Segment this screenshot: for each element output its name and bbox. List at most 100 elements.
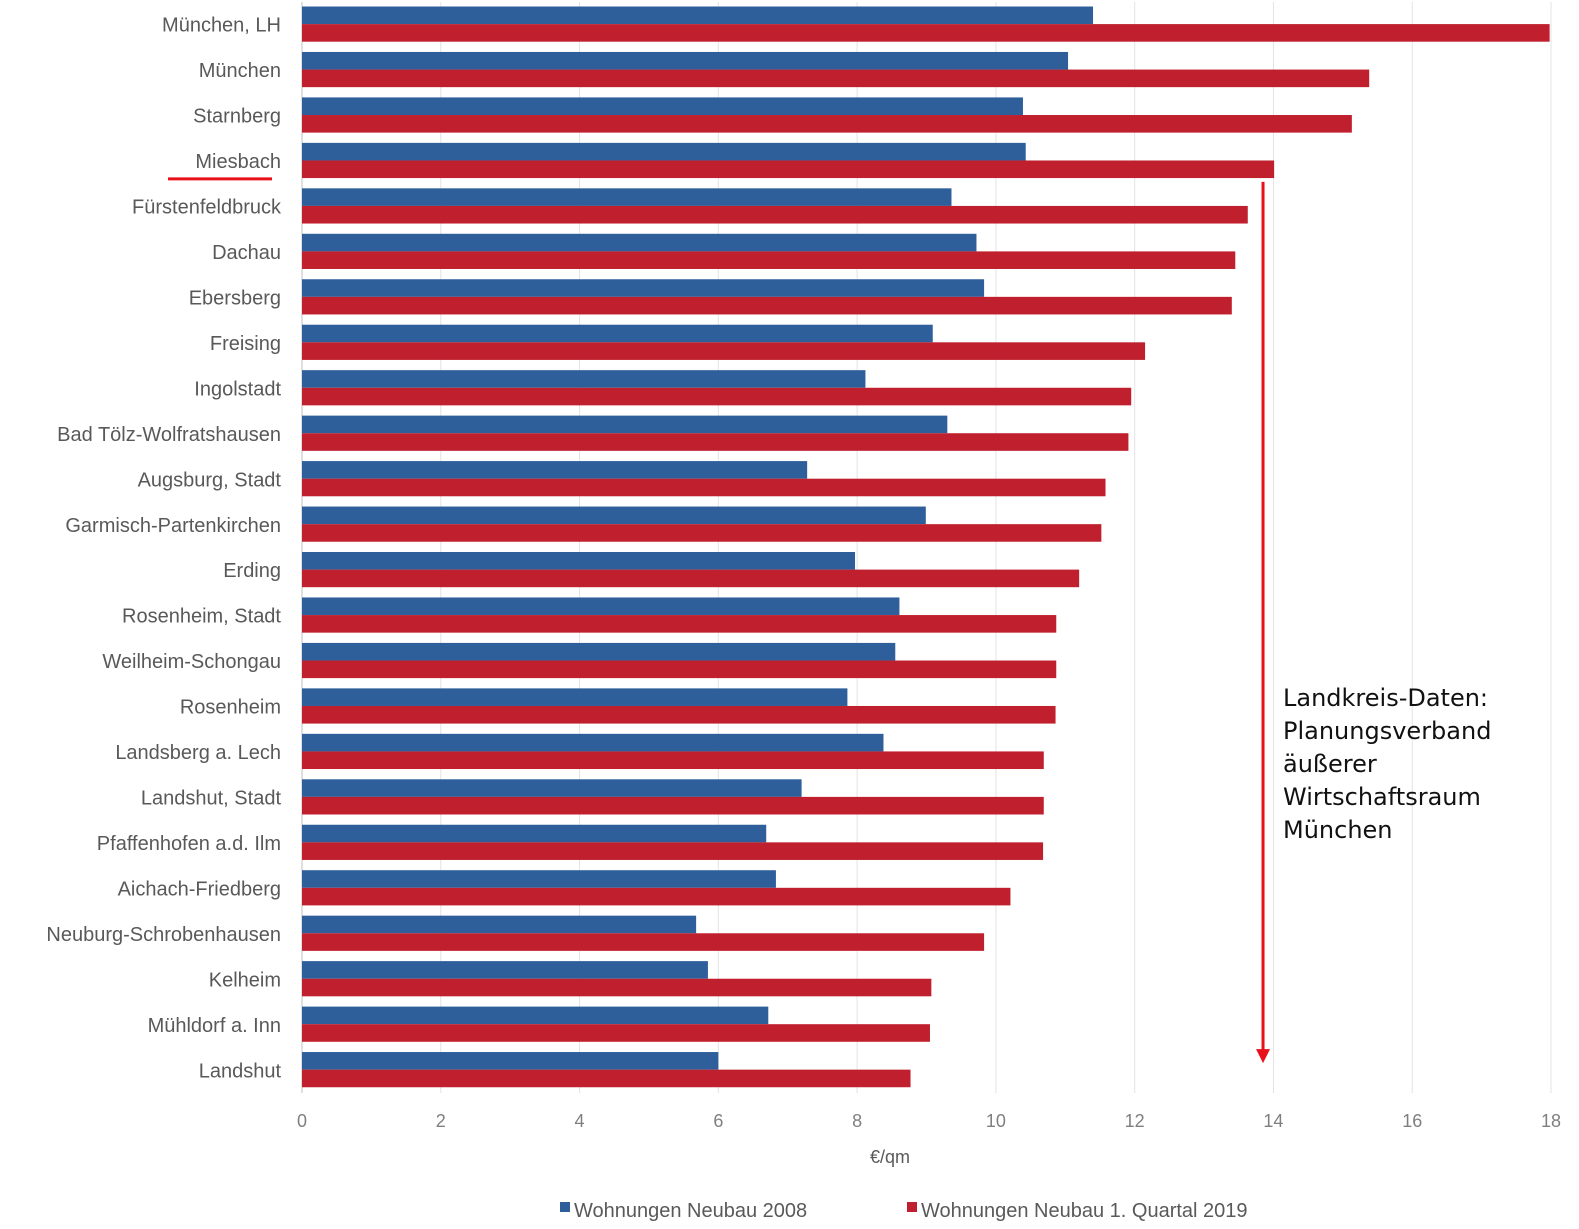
bar-2008 bbox=[302, 97, 1023, 116]
bar-2008 bbox=[302, 6, 1094, 25]
category-label: Erding bbox=[223, 560, 281, 582]
bar-2008 bbox=[302, 870, 776, 888]
bar-2019 bbox=[302, 160, 1275, 179]
bar-2008 bbox=[302, 597, 900, 616]
bar-2019 bbox=[302, 569, 1080, 588]
bar-2008 bbox=[302, 415, 948, 434]
bar-2019 bbox=[302, 524, 1102, 542]
bar-2019 bbox=[302, 24, 1550, 42]
bar-2008 bbox=[302, 188, 952, 206]
bar-2008 bbox=[302, 733, 884, 752]
annotation-line: München bbox=[1283, 816, 1393, 844]
bar-2019 bbox=[302, 205, 1248, 224]
bar-2019 bbox=[302, 1024, 930, 1042]
x-tick-label: 10 bbox=[986, 1111, 1006, 1131]
category-label: Dachau bbox=[212, 242, 281, 264]
category-label: Aichach-Friedberg bbox=[118, 878, 281, 900]
bar-2008 bbox=[302, 552, 856, 570]
x-tick-label: 2 bbox=[436, 1111, 446, 1131]
legend-label-2019: Wohnungen Neubau 1. Quartal 2019 bbox=[921, 1200, 1248, 1222]
category-label: Ingolstadt bbox=[194, 378, 281, 400]
annotation-line: Landkreis-Daten: bbox=[1283, 684, 1489, 712]
category-label: Garmisch-Partenkirchen bbox=[65, 515, 281, 537]
category-label: Bad Tölz-Wolfratshausen bbox=[57, 424, 281, 446]
bar-2019 bbox=[302, 342, 1146, 360]
bar-2008 bbox=[302, 324, 933, 343]
category-label: Starnberg bbox=[193, 106, 281, 128]
bar-2019 bbox=[302, 69, 1370, 88]
bar-2008 bbox=[302, 779, 802, 797]
category-label: Pfaffenhofen a.d. Ilm bbox=[97, 833, 281, 855]
category-label: Mühldorf a. Inn bbox=[148, 1015, 281, 1037]
bar-2019 bbox=[302, 115, 1352, 133]
x-tick-label: 14 bbox=[1263, 1111, 1283, 1131]
bar-2019 bbox=[302, 705, 1056, 724]
bar-2019 bbox=[302, 796, 1044, 815]
category-label: Ebersberg bbox=[189, 287, 281, 309]
legend-label-2008: Wohnungen Neubau 2008 bbox=[574, 1200, 807, 1222]
bar-2008 bbox=[302, 824, 767, 843]
x-tick-label: 6 bbox=[713, 1111, 723, 1131]
x-axis-title: €/qm bbox=[870, 1147, 910, 1167]
bar-2019 bbox=[302, 615, 1057, 633]
bar-2008 bbox=[302, 506, 926, 525]
bar-2019 bbox=[302, 1069, 911, 1088]
bar-2008 bbox=[302, 688, 848, 706]
x-tick-label: 8 bbox=[852, 1111, 862, 1131]
category-labels: München, LH München Starnberg Miesbach Fürst… bbox=[46, 15, 282, 1083]
category-label: Fürstenfeldbruck bbox=[132, 197, 282, 219]
bar-2008 bbox=[302, 461, 808, 479]
category-label: Kelheim bbox=[209, 969, 281, 991]
category-label: Rosenheim bbox=[180, 697, 281, 719]
x-tick-label: 0 bbox=[297, 1111, 307, 1131]
bar-2019 bbox=[302, 751, 1044, 770]
bar-2019 bbox=[302, 842, 1044, 860]
bar-2008 bbox=[302, 279, 985, 297]
bar-2019 bbox=[302, 387, 1132, 406]
bar-2019 bbox=[302, 660, 1057, 679]
annotation-line: Wirtschaftsraum bbox=[1283, 783, 1481, 811]
bar-2008 bbox=[302, 142, 1026, 161]
bar-2008 bbox=[302, 370, 866, 388]
bar-2008 bbox=[302, 642, 896, 661]
legend: Wohnungen Neubau 2008 Wohnungen Neubau 1… bbox=[560, 1200, 1248, 1222]
category-label: Landshut bbox=[199, 1060, 282, 1082]
x-tick-label: 16 bbox=[1402, 1111, 1422, 1131]
legend-swatch-2008 bbox=[560, 1202, 570, 1212]
bar-2008 bbox=[302, 1052, 719, 1070]
bar-2019 bbox=[302, 296, 1232, 315]
x-tick-label: 4 bbox=[575, 1111, 585, 1131]
bar-2019 bbox=[302, 478, 1106, 497]
category-label: Weilheim-Schongau bbox=[102, 651, 281, 673]
annotation-line: Planungsverband bbox=[1283, 717, 1492, 745]
category-label: Miesbach bbox=[195, 151, 281, 173]
category-label: München, LH bbox=[162, 15, 281, 37]
bar-2008 bbox=[302, 1006, 769, 1025]
category-label: Freising bbox=[210, 333, 281, 355]
bar-2008 bbox=[302, 915, 697, 934]
category-label: München bbox=[199, 60, 281, 82]
x-tick-label: 18 bbox=[1541, 1111, 1561, 1131]
bar-2008 bbox=[302, 51, 1069, 70]
bar-2008 bbox=[302, 233, 977, 252]
annotation-marks bbox=[168, 177, 1271, 1064]
bar-2019 bbox=[302, 933, 985, 951]
annotation-line: äußerer bbox=[1283, 750, 1377, 778]
x-tick-labels: 0 2 4 6 8 10 12 14 16 18 bbox=[297, 1111, 1561, 1131]
bar-2019 bbox=[302, 251, 1236, 269]
annotation-text: Landkreis-Daten: Planungsverband äußerer… bbox=[1283, 682, 1563, 847]
category-label: Landsberg a. Lech bbox=[115, 742, 281, 764]
category-label: Landshut, Stadt bbox=[141, 788, 282, 810]
legend-swatch-2019 bbox=[907, 1202, 917, 1212]
category-label: Augsburg, Stadt bbox=[138, 469, 282, 491]
bar-2019 bbox=[302, 978, 932, 997]
bar-2019 bbox=[302, 433, 1129, 451]
bars bbox=[302, 6, 1550, 1088]
x-tick-label: 12 bbox=[1125, 1111, 1145, 1131]
category-label: Neuburg-Schrobenhausen bbox=[46, 924, 281, 946]
bar-2019 bbox=[302, 887, 1011, 906]
annotation-arrow-head bbox=[1256, 1049, 1271, 1064]
bar-2008 bbox=[302, 961, 708, 979]
gridlines bbox=[301, 2, 1552, 1093]
